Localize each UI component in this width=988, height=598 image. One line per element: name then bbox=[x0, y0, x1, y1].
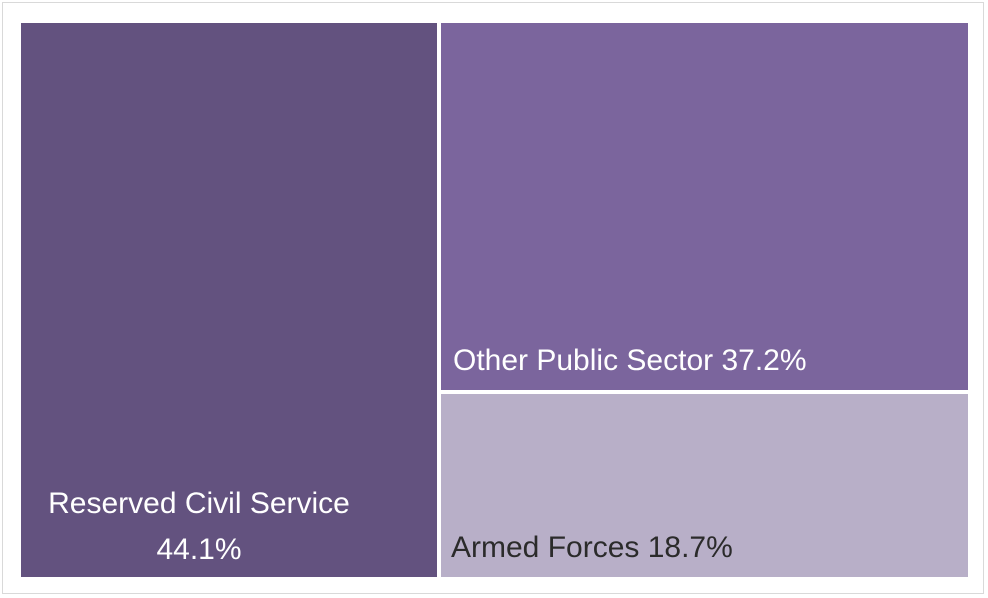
tile-label-other-public-sector: Other Public Sector 37.2% bbox=[453, 344, 807, 377]
tile-label-armed-forces: Armed Forces 18.7% bbox=[451, 531, 733, 564]
tile-reserved-civil-service: Reserved Civil Service 44.1% bbox=[21, 23, 437, 577]
tile-label-line1: Reserved Civil Service bbox=[48, 487, 350, 520]
tile-armed-forces: Armed Forces 18.7% bbox=[441, 394, 968, 577]
tile-label-line2: 44.1% bbox=[156, 533, 242, 566]
tile-label-reserved-civil-service: Reserved Civil Service 44.1% bbox=[21, 481, 377, 573]
tile-other-public-sector: Other Public Sector 37.2% bbox=[441, 23, 968, 390]
